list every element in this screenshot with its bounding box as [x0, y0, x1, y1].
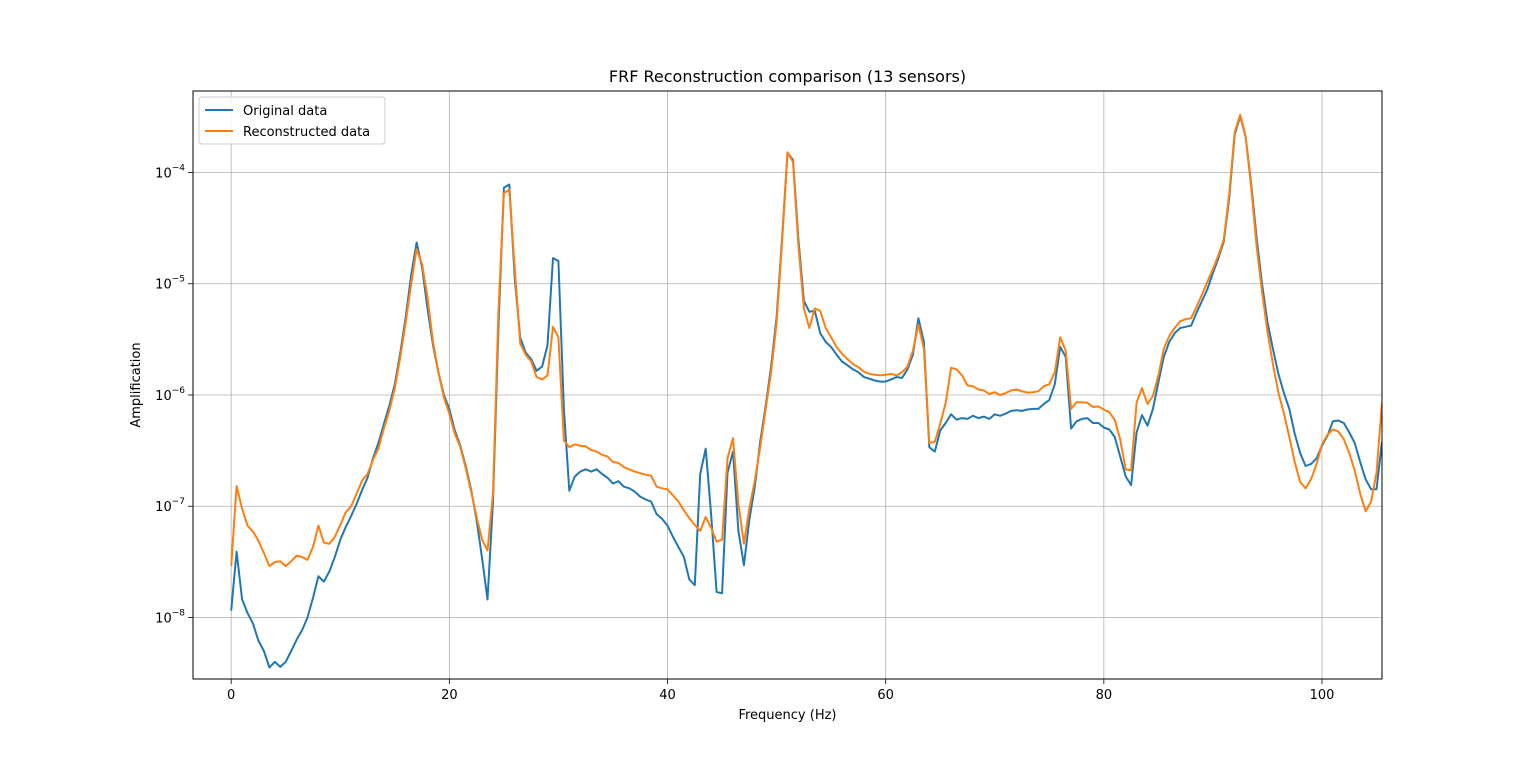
plot-frame	[192, 90, 1383, 680]
y-tick-base: 10	[155, 611, 172, 626]
legend-box	[198, 96, 386, 145]
x-tick-label: 80	[1096, 688, 1113, 703]
y-tick-label: 10−6	[155, 386, 185, 404]
y-tick-label: 10−7	[155, 497, 185, 515]
y-tick-exponent: −8	[172, 608, 186, 618]
chart-title: FRF Reconstruction comparison (13 sensor…	[609, 67, 966, 86]
x-tick-label: 40	[659, 688, 676, 703]
legend-label-reconstructed-data: Reconstructed data	[243, 125, 370, 140]
x-tick-label: 20	[441, 688, 458, 703]
legend-label-original-data: Original data	[243, 104, 327, 119]
y-tick-label: 10−5	[155, 275, 185, 293]
series-line-original-data	[230, 115, 1382, 669]
y-tick-exponent: −6	[172, 386, 186, 396]
y-tick-exponent: −7	[172, 497, 185, 507]
y-tick-base: 10	[155, 389, 172, 404]
x-tick-label: 0	[227, 688, 235, 703]
series-group	[230, 113, 1382, 669]
y-tick-label: 10−4	[155, 163, 185, 181]
series-line-reconstructed-data	[230, 113, 1382, 568]
legend: Original data Reconstructed data	[198, 96, 386, 145]
y-tick-base: 10	[155, 278, 172, 293]
y-tick-base: 10	[155, 500, 172, 515]
y-tick-label: 10−8	[155, 608, 185, 626]
grid	[193, 91, 1382, 679]
x-axis-label: Frequency (Hz)	[738, 708, 836, 723]
y-axis-label: Amplification	[129, 342, 144, 427]
y-tick-exponent: −4	[172, 163, 186, 173]
y-tick-exponent: −5	[172, 275, 185, 285]
x-tick-label: 60	[877, 688, 894, 703]
y-tick-base: 10	[155, 166, 172, 181]
x-tick-label: 100	[1310, 688, 1335, 703]
